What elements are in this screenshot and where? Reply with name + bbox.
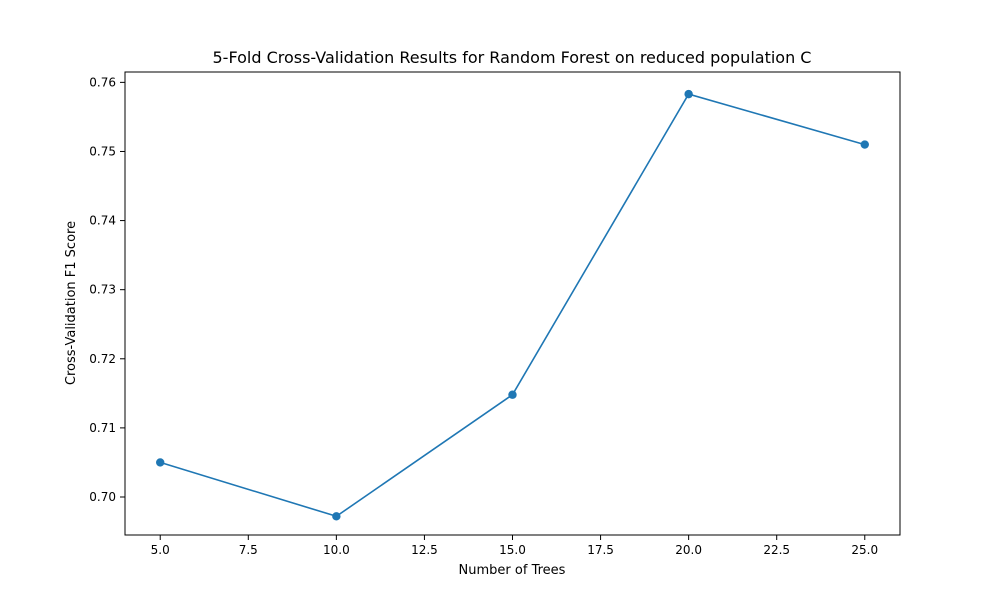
y-tick-label: 0.70 <box>89 490 116 504</box>
x-tick-label: 10.0 <box>323 543 350 557</box>
plot-area <box>124 71 901 536</box>
x-tick-label: 17.5 <box>587 543 614 557</box>
x-tick-label: 15.0 <box>499 543 526 557</box>
y-tick-label: 0.71 <box>89 421 116 435</box>
x-axis: 5.0 7.5 10.0 12.5 15.0 17.5 20.0 22.5 25.0 <box>151 535 878 557</box>
series-layer <box>156 89 869 521</box>
x-tick-label: 7.5 <box>239 543 258 557</box>
y-tick-label: 0.73 <box>89 283 116 297</box>
y-tick-label: 0.72 <box>89 352 116 366</box>
y-tick-label: 0.75 <box>89 144 116 158</box>
data-point <box>156 458 165 467</box>
plot-frame <box>124 71 901 536</box>
y-axis: 0.70 0.71 0.72 0.73 0.74 0.75 0.76 <box>89 75 125 504</box>
data-point <box>860 140 869 149</box>
x-tick-label: 25.0 <box>851 543 878 557</box>
x-axis-label: Number of Trees <box>459 563 566 578</box>
chart-title: 5-Fold Cross-Validation Results for Rand… <box>213 48 812 67</box>
x-tick-label: 22.5 <box>763 543 790 557</box>
x-tick-label: 20.0 <box>675 543 702 557</box>
y-tick-label: 0.74 <box>89 214 116 228</box>
data-point <box>684 89 693 99</box>
y-tick-label: 0.76 <box>89 75 116 89</box>
x-tick-label: 12.5 <box>411 543 438 557</box>
data-point <box>332 512 341 521</box>
y-axis-label: Cross-Validation F1 Score <box>64 221 79 385</box>
x-tick-label: 5.0 <box>151 543 170 557</box>
series-line <box>159 93 866 518</box>
data-point <box>508 390 517 399</box>
